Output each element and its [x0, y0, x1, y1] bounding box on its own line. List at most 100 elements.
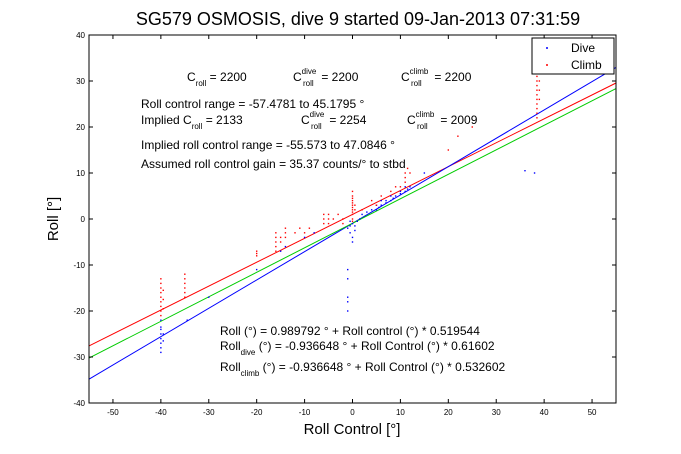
data-point-climb: [160, 310, 162, 312]
data-point-dive: [162, 333, 164, 335]
data-point-climb: [351, 213, 354, 216]
data-point-climb: [351, 197, 354, 199]
data-point-dive: [409, 186, 411, 188]
data-point-climb: [538, 98, 541, 101]
annotations: Croll = 2200 Cdive roll = 2200 Cclimb roll…: [141, 67, 506, 378]
data-point-climb: [275, 241, 277, 243]
data-point-dive: [255, 268, 258, 271]
implied-dive-sup: dive: [310, 110, 325, 119]
fit-dive-rest: (°) = -0.936648 ° + Roll Control (°) * 0…: [255, 339, 495, 353]
data-point-dive: [399, 190, 402, 193]
data-point-climb: [351, 211, 354, 213]
data-point-dive: [356, 220, 358, 222]
data-point-dive: [370, 209, 373, 211]
annotation-c-roll: Croll = 2200: [187, 70, 247, 88]
data-point-dive: [208, 296, 210, 298]
data-point-climb: [279, 241, 282, 243]
y-axis-label: Roll [°]: [45, 197, 62, 241]
data-point-dive: [404, 190, 406, 193]
data-point-dive: [347, 310, 349, 312]
data-point-dive: [160, 333, 162, 335]
data-point-climb: [351, 206, 354, 209]
data-point-dive: [385, 202, 387, 204]
x-tick-label: 40: [540, 408, 549, 417]
data-point-dive: [347, 227, 349, 229]
c-roll-climb-value: = 2200: [431, 70, 472, 84]
annotation-fit-climb: Rollclimb (°) = -0.936648 ° + Roll Contr…: [220, 360, 506, 378]
legend: Dive Climb: [531, 37, 615, 75]
data-point-dive: [378, 206, 380, 209]
data-point-dive: [347, 278, 349, 280]
legend-marker-climb: [546, 64, 548, 66]
data-point-climb: [184, 287, 186, 289]
data-point-climb: [332, 218, 335, 220]
data-point-dive: [392, 197, 394, 199]
data-point-climb: [404, 172, 406, 174]
implied-climb-prefix: C: [407, 113, 416, 127]
data-point-climb: [327, 222, 330, 225]
annotation-implied-range: Implied roll control range = -55.573 to …: [141, 138, 395, 152]
data-point-climb: [308, 227, 311, 229]
data-point-climb: [351, 190, 354, 193]
data-point-dive: [284, 245, 287, 248]
data-point-climb: [342, 222, 344, 225]
data-point-climb: [536, 84, 538, 87]
data-point-climb: [184, 291, 186, 294]
implied-dive-value: = 2254: [326, 113, 367, 127]
implied-dive-sub: roll: [311, 122, 322, 131]
data-point-climb: [160, 278, 162, 280]
y-tick-label: -20: [73, 307, 85, 316]
c-roll-dive-sup: dive: [302, 67, 317, 76]
data-point-dive: [354, 225, 356, 227]
data-point-dive: [406, 188, 409, 190]
data-point-climb: [255, 252, 258, 255]
data-point-climb: [255, 255, 258, 257]
data-point-climb: [536, 89, 538, 91]
data-point-dive: [347, 301, 349, 303]
data-point-climb: [160, 314, 162, 317]
c-roll-dive-prefix: C: [293, 70, 302, 84]
data-point-dive: [160, 351, 162, 354]
data-point-climb: [536, 107, 538, 110]
data-point-climb: [536, 112, 538, 114]
annotation-c-roll-dive: Cdive roll = 2200: [293, 67, 359, 88]
annotation-fit-all: Roll (°) = 0.989792 ° + Roll control (°)…: [220, 324, 480, 338]
data-point-climb: [351, 220, 354, 222]
data-point-climb: [323, 218, 325, 220]
x-tick-label: -50: [107, 408, 119, 417]
data-point-dive: [279, 250, 282, 252]
data-point-climb: [404, 176, 406, 179]
data-point-dive: [351, 236, 354, 239]
x-tick-label: 50: [588, 408, 597, 417]
c-roll-climb-sub: roll: [411, 79, 422, 88]
data-point-dive: [385, 199, 387, 202]
data-point-climb: [294, 232, 296, 234]
data-point-climb: [390, 190, 392, 193]
c-roll-value: = 2200: [206, 70, 247, 84]
data-point-dive: [347, 296, 349, 298]
legend-marker-dive: [546, 47, 548, 49]
data-point-climb: [184, 278, 186, 280]
data-point-dive: [160, 319, 162, 321]
data-point-climb: [337, 213, 339, 216]
data-point-dive: [313, 232, 315, 234]
data-point-climb: [536, 80, 538, 82]
annotation-implied-climb: Cclimb roll = 2009: [407, 110, 478, 131]
implied-c-roll-prefix: Implied C: [141, 113, 192, 127]
data-point-climb: [162, 308, 164, 310]
data-point-climb: [351, 199, 354, 202]
data-point-climb: [323, 213, 325, 216]
data-point-dive: [366, 211, 368, 213]
data-point-dive: [349, 225, 351, 227]
implied-c-roll-value: = 2133: [202, 113, 243, 127]
x-axis-label: Roll Control [°]: [304, 421, 401, 438]
data-point-climb: [327, 213, 330, 216]
data-point-climb: [162, 298, 164, 301]
data-point-climb: [370, 199, 373, 202]
data-point-climb: [184, 273, 186, 275]
x-tick-label: 10: [396, 408, 405, 417]
data-point-climb: [538, 80, 541, 82]
data-point-dive: [349, 232, 351, 234]
annotation-range: Roll control range = -57.4781 to 45.1795…: [141, 97, 364, 111]
implied-dive-prefix: C: [301, 113, 310, 127]
